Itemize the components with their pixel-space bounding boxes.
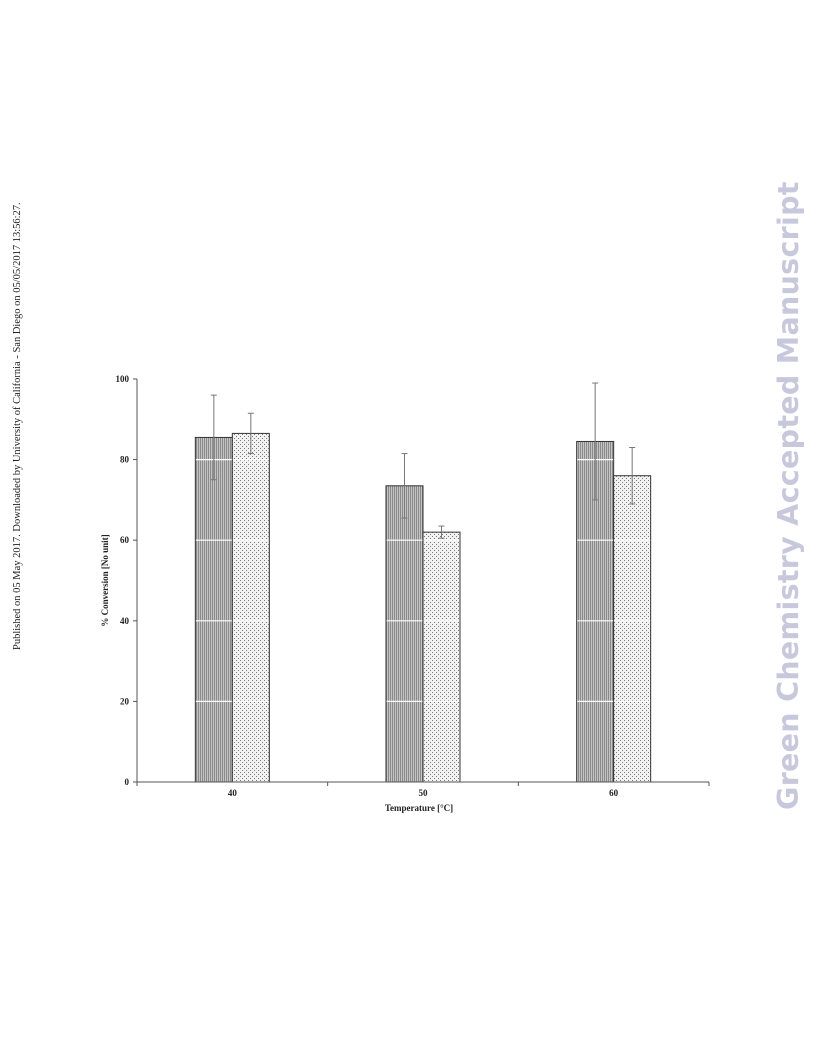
bars-group xyxy=(194,432,652,783)
axes-group xyxy=(133,378,710,786)
y-tick-label: 20 xyxy=(120,696,130,706)
x-axis-title: Temperature [°C] xyxy=(385,803,453,813)
y-tick-label: 60 xyxy=(120,535,130,545)
x-tick-label: 40 xyxy=(228,788,238,798)
bar-series1-40 xyxy=(194,436,233,783)
x-tick-label: 60 xyxy=(609,788,619,798)
bar-series2-50 xyxy=(422,531,461,783)
y-tick-label: 0 xyxy=(125,777,130,787)
bar-series1-50 xyxy=(385,485,424,783)
bar-series2-60 xyxy=(613,475,652,783)
x-tick-label: 50 xyxy=(419,788,429,798)
error-bars-group xyxy=(210,382,636,539)
y-tick-label: 100 xyxy=(116,374,130,384)
y-tick-label: 40 xyxy=(120,616,130,626)
bar-series2-40 xyxy=(231,432,270,783)
y-tick-label: 80 xyxy=(120,455,130,465)
labels-group: 0 20 40 60 80 100 40 50 60 Temperature [°C] % Conv… xyxy=(100,374,619,813)
y-axis-title: % Conversion [No unit] xyxy=(100,534,110,626)
